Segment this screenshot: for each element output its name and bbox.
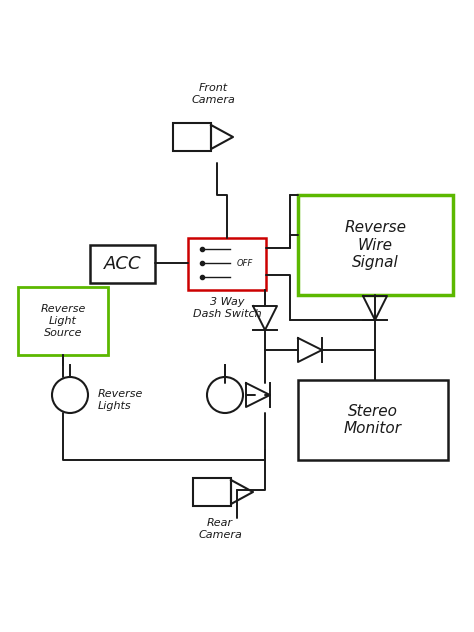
Text: 3 Way
Dash Switch: 3 Way Dash Switch [193,297,261,319]
Bar [188,238,266,290]
Text: Reverse
Light
Source: Reverse Light Source [40,305,86,337]
Text: Front
Camera: Front Camera [191,83,235,105]
Bar [90,245,155,283]
Text: Stereo
Monitor: Stereo Monitor [344,404,402,436]
Bar [193,478,231,506]
Text: Reverse
Wire
Signal: Reverse Wire Signal [345,220,407,270]
Text: OFF: OFF [237,258,253,267]
Bar [298,380,448,460]
Bar [173,123,211,151]
Text: Rear
Camera: Rear Camera [198,518,242,540]
Bar [18,287,108,355]
Text: Reverse
Lights: Reverse Lights [98,389,143,411]
Text: ACC: ACC [104,255,141,273]
Bar [298,195,453,295]
